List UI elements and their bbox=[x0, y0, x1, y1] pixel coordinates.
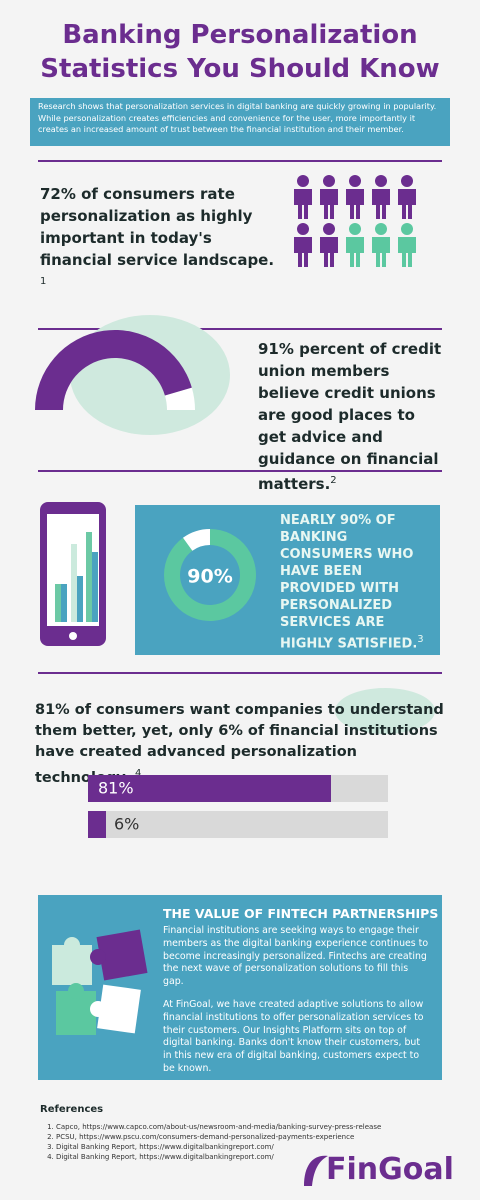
paragraphs: Financial institutions are seeking ways … bbox=[163, 925, 431, 1086]
person-body bbox=[372, 237, 390, 267]
piece bbox=[90, 949, 106, 965]
stat-text: 91% percent of credit union members beli… bbox=[258, 338, 448, 495]
deco-bar bbox=[86, 532, 92, 622]
ref: 1 bbox=[40, 276, 47, 287]
person bbox=[294, 175, 312, 219]
reference: Digital Banking Report, https://www.digi… bbox=[56, 1142, 381, 1152]
person bbox=[320, 223, 338, 267]
logo: FinGoal bbox=[326, 1152, 454, 1187]
person-body bbox=[320, 189, 338, 219]
title: Banking Personalization Statistics You S… bbox=[40, 20, 440, 84]
person-head bbox=[401, 223, 413, 235]
person bbox=[372, 223, 390, 267]
person-body bbox=[346, 189, 364, 219]
person bbox=[294, 223, 312, 267]
person-body bbox=[294, 189, 312, 219]
section-title: THE VALUE OF FINTECH PARTNERSHIPS bbox=[163, 906, 439, 921]
references: Capco, https://www.capco.com/about-us/ne… bbox=[40, 1122, 381, 1162]
bar-chart: 81% 6% bbox=[88, 775, 388, 838]
bar bbox=[88, 811, 106, 838]
person bbox=[320, 175, 338, 219]
stat-text: 72% of consumers rate personalization as… bbox=[40, 185, 275, 269]
ref: 4 bbox=[134, 768, 142, 779]
person-head bbox=[401, 175, 413, 187]
deco-bar bbox=[92, 552, 98, 622]
person-body bbox=[398, 189, 416, 219]
people-icons bbox=[294, 175, 416, 267]
person-head bbox=[323, 223, 335, 235]
reference: Capco, https://www.capco.com/about-us/ne… bbox=[56, 1122, 381, 1132]
intro: Research shows that personalization serv… bbox=[38, 101, 437, 134]
person-head bbox=[323, 175, 335, 187]
stat-text: NEARLY 90% OF BANKING CONSUMERS WHO HAVE… bbox=[280, 513, 418, 652]
puzzle bbox=[52, 929, 148, 1035]
gauge-remainder bbox=[164, 387, 195, 410]
bar bbox=[88, 775, 331, 802]
person-head bbox=[349, 223, 361, 235]
stat-text: 81% of consumers want companies to under… bbox=[35, 702, 444, 786]
person-head bbox=[375, 175, 387, 187]
stat-text: 72% of consumers rate personalization as… bbox=[40, 183, 275, 296]
paragraph: At FinGoal, we have created adaptive sol… bbox=[163, 998, 424, 1074]
person bbox=[346, 175, 364, 219]
person-body bbox=[372, 189, 390, 219]
logo-icon bbox=[304, 1155, 328, 1186]
piece bbox=[64, 937, 80, 953]
person-head bbox=[375, 223, 387, 235]
donut-label: 90% bbox=[187, 566, 232, 588]
logo-mark bbox=[304, 1155, 328, 1186]
divider bbox=[38, 328, 442, 330]
deco-bar bbox=[77, 576, 83, 622]
person bbox=[346, 223, 364, 267]
piece bbox=[90, 1001, 106, 1017]
gauge bbox=[35, 315, 230, 435]
stat-text: 81% of consumers want companies to under… bbox=[35, 700, 445, 789]
person-body bbox=[294, 237, 312, 267]
person-body bbox=[398, 237, 416, 267]
stat-text: NEARLY 90% OF BANKING CONSUMERS WHO HAVE… bbox=[280, 512, 440, 652]
piece bbox=[96, 929, 148, 981]
phone bbox=[40, 502, 106, 646]
divider bbox=[38, 160, 442, 162]
gauge-value bbox=[35, 329, 192, 410]
piece bbox=[68, 983, 84, 999]
stat-box bbox=[135, 505, 440, 655]
bar-label: 81% bbox=[98, 779, 134, 798]
reference: Digital Banking Report, https://www.digi… bbox=[56, 1152, 381, 1162]
ref: 3 bbox=[417, 634, 424, 645]
person bbox=[398, 175, 416, 219]
donut: 90% bbox=[164, 529, 256, 621]
person-head bbox=[297, 223, 309, 235]
piece bbox=[97, 984, 141, 1034]
donut-value bbox=[164, 529, 256, 621]
person-body bbox=[320, 237, 338, 267]
bar-track bbox=[88, 811, 388, 838]
blob bbox=[335, 688, 435, 734]
deco-bar bbox=[61, 584, 67, 622]
references-title: References bbox=[40, 1104, 104, 1115]
divider bbox=[38, 470, 442, 472]
deco-bar bbox=[55, 584, 61, 622]
paragraph: Financial institutions are seeking ways … bbox=[163, 925, 429, 988]
bar-label: 6% bbox=[114, 815, 139, 834]
person-body bbox=[346, 237, 364, 267]
person bbox=[398, 223, 416, 267]
person bbox=[372, 175, 390, 219]
ref: 2 bbox=[330, 475, 337, 486]
intro-box bbox=[30, 98, 450, 146]
stat-text: 91% percent of credit union members beli… bbox=[258, 340, 442, 493]
person-head bbox=[349, 175, 361, 187]
donut-remainder bbox=[182, 529, 210, 551]
phone-button bbox=[69, 632, 77, 640]
person-head bbox=[297, 175, 309, 187]
reference: PCSU, https://www.pscu.com/consumers-dem… bbox=[56, 1132, 381, 1142]
divider bbox=[38, 672, 442, 674]
deco-bar bbox=[71, 544, 77, 622]
